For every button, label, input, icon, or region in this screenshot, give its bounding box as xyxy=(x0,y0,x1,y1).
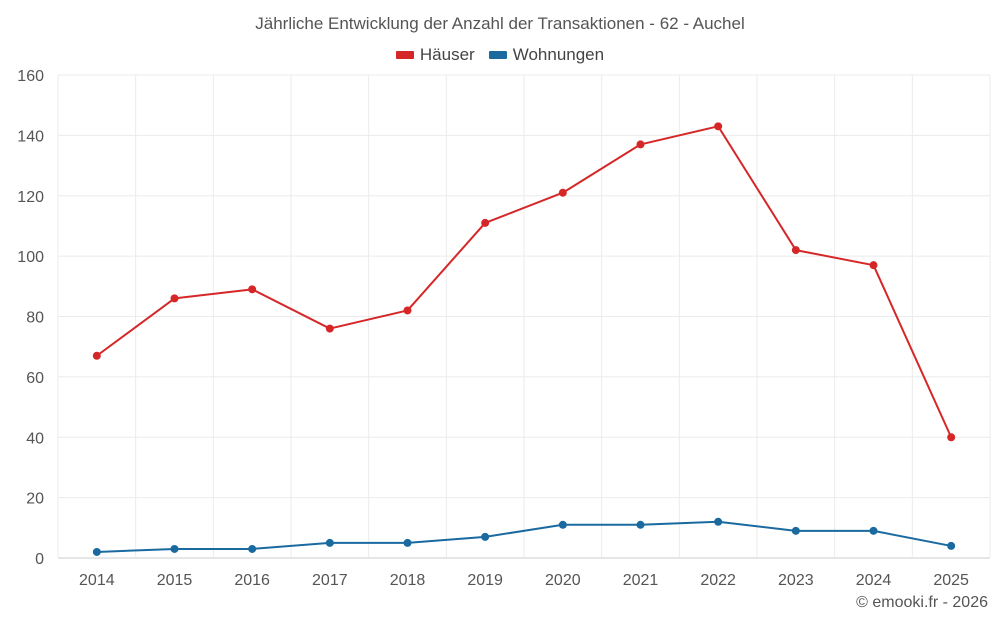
x-tick-label: 2022 xyxy=(700,572,736,589)
x-tick-label: 2023 xyxy=(778,572,814,589)
y-tick-label: 160 xyxy=(17,68,44,85)
data-point-wohnungen[interactable] xyxy=(481,532,490,541)
data-point-wohnungen[interactable] xyxy=(869,526,878,535)
y-axis: 0 20 40 60 80 100 120 140 160 xyxy=(17,68,44,568)
x-tick-label: 2025 xyxy=(933,572,969,589)
data-point-haeuser[interactable] xyxy=(714,122,723,131)
data-point-haeuser[interactable] xyxy=(403,306,412,315)
data-point-wohnungen[interactable] xyxy=(248,544,257,553)
data-point-wohnungen[interactable] xyxy=(791,526,800,535)
credit-text: © emooki.fr - 2026 xyxy=(856,594,988,611)
data-point-wohnungen[interactable] xyxy=(636,520,645,529)
y-tick-label: 20 xyxy=(26,491,44,508)
data-point-wohnungen[interactable] xyxy=(558,520,567,529)
legend-label-wohnungen: Wohnungen xyxy=(512,45,605,64)
grid xyxy=(57,74,991,559)
data-point-wohnungen[interactable] xyxy=(403,538,412,547)
y-tick-label: 120 xyxy=(17,189,44,206)
x-tick-label: 2020 xyxy=(545,572,581,589)
data-point-haeuser[interactable] xyxy=(558,188,567,197)
legend-swatch-haeuser xyxy=(395,51,414,59)
y-tick-label: 0 xyxy=(35,551,44,568)
legend-swatch-wohnungen xyxy=(488,51,507,59)
legend-item-wohnungen[interactable]: Wohnungen xyxy=(488,45,605,65)
x-tick-label: 2017 xyxy=(312,572,348,589)
y-tick-label: 40 xyxy=(26,430,44,447)
x-tick-label: 2019 xyxy=(467,572,503,589)
series-line-wohnungen xyxy=(96,520,952,553)
data-point-haeuser[interactable] xyxy=(325,324,334,333)
data-point-haeuser[interactable] xyxy=(481,218,490,227)
x-tick-label: 2024 xyxy=(856,572,892,589)
x-axis: 2014 2015 2016 2017 2018 2019 2020 2021 2022 2023… xyxy=(79,572,969,589)
y-tick-label: 100 xyxy=(17,249,44,266)
data-point-wohnungen[interactable] xyxy=(714,517,723,526)
legend-label-haeuser: Häuser xyxy=(419,45,475,64)
series-line-haeuser xyxy=(96,125,953,438)
y-tick-label: 60 xyxy=(26,370,44,387)
data-point-wohnungen[interactable] xyxy=(92,547,101,556)
data-point-haeuser[interactable] xyxy=(170,294,179,303)
x-tick-label: 2016 xyxy=(234,572,270,589)
y-tick-label: 140 xyxy=(17,128,44,145)
x-tick-label: 2015 xyxy=(157,572,193,589)
data-point-haeuser[interactable] xyxy=(947,433,956,442)
data-point-haeuser[interactable] xyxy=(92,351,101,360)
data-point-haeuser[interactable] xyxy=(791,246,800,255)
data-point-wohnungen[interactable] xyxy=(170,544,179,553)
series-layer xyxy=(92,122,956,556)
data-point-wohnungen[interactable] xyxy=(325,538,334,547)
y-tick-label: 80 xyxy=(26,310,44,327)
data-point-haeuser[interactable] xyxy=(869,261,878,270)
x-tick-label: 2018 xyxy=(390,572,426,589)
legend-item-haeuser[interactable]: Häuser xyxy=(395,45,475,65)
data-point-wohnungen[interactable] xyxy=(947,541,956,550)
legend: Häuser Wohnungen xyxy=(0,45,1000,65)
data-point-haeuser[interactable] xyxy=(636,140,645,149)
data-point-haeuser[interactable] xyxy=(248,285,257,294)
x-tick-label: 2014 xyxy=(79,572,115,589)
chart-title: Jährliche Entwicklung der Anzahl der Tra… xyxy=(255,14,745,33)
x-tick-label: 2021 xyxy=(623,572,659,589)
